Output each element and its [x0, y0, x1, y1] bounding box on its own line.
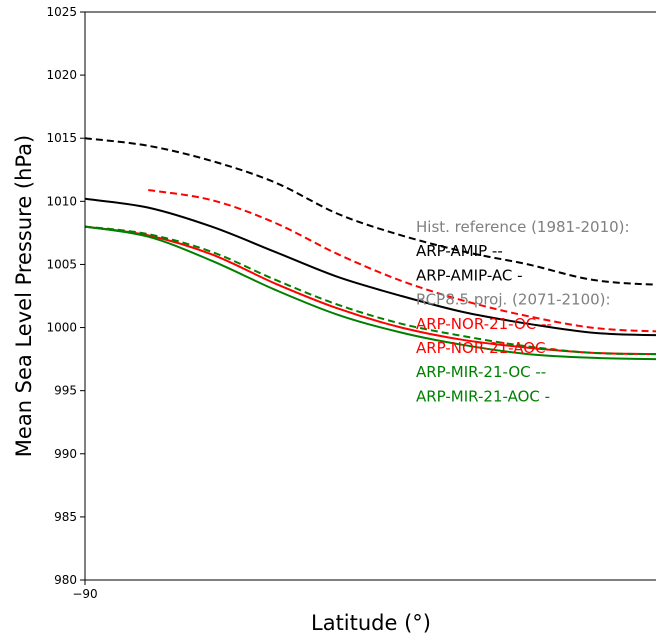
legend-entry: ARP-AMIP-AC - — [416, 266, 523, 284]
y-tick-label: 995 — [54, 384, 77, 398]
legend: Hist. reference (1981-2010): ARP-AMIP -- A… — [416, 218, 630, 405]
y-tick-label: 990 — [54, 447, 77, 461]
legend-entry: ARP-NOR-21-AOC - — [416, 339, 556, 357]
x-axis-label: Latitude (°) — [311, 611, 431, 635]
y-tick-label: 1005 — [46, 257, 77, 271]
legend-entry: ARP-NOR-21-OC -- — [416, 315, 552, 333]
legend-entry: ARP-AMIP -- — [416, 242, 503, 260]
y-tick-label: 980 — [54, 573, 77, 587]
x-tick-label: −90 — [72, 587, 97, 601]
y-tick-label: 1010 — [46, 194, 77, 208]
legend-entry: Hist. reference (1981-2010): — [416, 218, 630, 236]
ticks-layer: −90−80−70−60−50−40−30−20−100980985990995… — [46, 5, 97, 601]
y-tick-label: 1000 — [46, 321, 77, 335]
y-tick-label: 1015 — [46, 131, 77, 145]
y-axis-label: Mean Sea Level Pressure (hPa) — [12, 135, 36, 457]
y-tick-label: 1025 — [46, 5, 77, 19]
y-tick-label: 985 — [54, 510, 77, 524]
axes-layer — [84, 11, 656, 581]
legend-entry: RCP8.5 proj. (2071-2100): — [416, 291, 611, 309]
y-tick-label: 1020 — [46, 68, 77, 82]
legend-entry: ARP-MIR-21-AOC - — [416, 387, 550, 405]
legend-entry: ARP-MIR-21-OC -- — [416, 363, 546, 381]
